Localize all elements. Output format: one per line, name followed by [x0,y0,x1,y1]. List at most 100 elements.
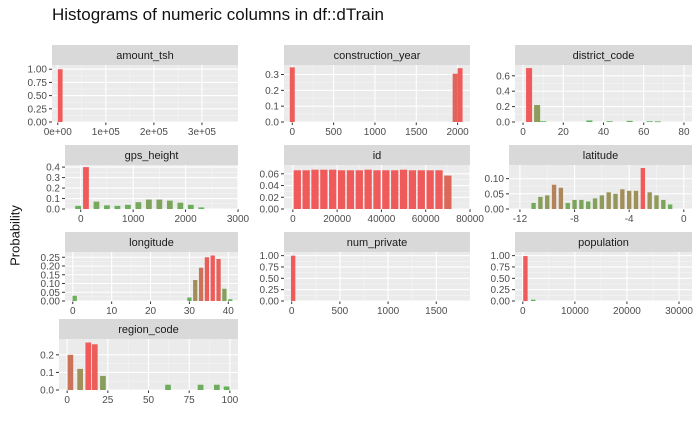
histogram-bar [210,255,215,301]
histogram-bar [417,170,425,209]
y-tick-label: 0.00 [28,118,48,129]
x-tick-label: 0 [520,127,526,138]
histogram-bar [452,73,458,122]
x-tick-label: 0 [520,306,526,317]
y-tick-label: 1.00 [28,65,48,76]
histogram-bar [77,368,84,390]
histogram-bar [540,121,547,123]
histogram-bar [667,204,673,209]
histogram-bar [382,170,390,209]
histogram-bar [444,175,452,209]
x-tick-label: 500 [325,127,342,138]
histogram-bar [216,259,221,301]
histogram-bar [626,190,632,209]
histogram-bar [91,344,98,390]
histogram-bar [534,105,541,122]
histogram-bar [545,195,550,209]
facet-strip [515,232,692,252]
panel-latitude: latitude -12 -8 -4 0 0.00 0.05 0.10 [485,145,692,225]
histogram-bar [592,198,598,209]
histogram-bar [198,207,205,209]
histogram-bar [93,201,100,209]
panel-longitude: longitude 0 10 20 30 40 0.000.050.100.150.200.… [41,232,238,317]
histogram-bar [67,354,74,390]
histogram-bar [586,120,593,122]
histogram-bar [177,202,184,209]
x-tick-label: 1000 [122,214,145,225]
histogram-bar [408,170,417,209]
y-tick-label: 0.0 [496,118,510,129]
x-tick-label: 20000 [613,306,641,317]
x-tick-label: 3000 [227,214,250,225]
x-tick-label: 0 [64,395,70,406]
y-tick-label: 0.10 [485,174,505,185]
panel-background [284,65,470,122]
panel-district_code: district_code 0 20 40 60 80 0.0 0.2 0.4 0.6 [496,45,692,138]
histogram-bar [551,184,557,209]
x-tick-label: 0 [681,214,687,225]
facet-strip-label: id [373,150,382,162]
x-tick-label: 10 [106,306,118,317]
panel-background [284,252,470,301]
panel-background [515,252,692,301]
histogram-bar [156,199,163,209]
histogram-bar [166,200,173,209]
histogram-bar [228,299,233,301]
x-tick-label: 1000 [377,306,400,317]
y-tick-label: 0.25 [491,285,511,296]
histogram-bar [640,168,646,209]
x-tick-label: -4 [625,214,634,225]
histogram-bar [193,280,198,301]
y-tick-label: 1.00 [260,251,280,262]
x-tick-label: 30000 [665,306,693,317]
histogram-bar [435,170,443,209]
histogram-bar [647,192,652,209]
y-tick-label: 0.10 [41,279,61,290]
facet-strip-label: region_code [118,324,179,336]
x-tick-label: 1e+05 [92,127,121,138]
y-tick-label: 0.75 [491,262,511,273]
histogram-bar [293,170,301,209]
facet-strip [65,232,238,252]
y-tick-label: 0.15 [41,270,61,281]
histogram-bar [197,384,204,390]
y-tick-label: 0.75 [28,78,48,89]
histogram-bar [329,169,337,209]
y-tick-label: 0.1 [40,368,54,379]
histogram-bar [320,169,328,209]
x-tick-label: 10000 [561,306,589,317]
y-tick-label: 0.2 [46,184,60,195]
histogram-bar [399,169,408,209]
facet-strip-label: gps_height [125,150,179,162]
y-tick-label: 0.2 [496,102,510,113]
x-tick-label: 75 [184,395,196,406]
facet-strip [284,232,470,252]
histogram-bar [311,169,319,209]
histogram-bar [346,170,355,209]
histogram-bar [586,201,591,209]
chart-title: Histograms of numeric columns in df::dTr… [52,5,384,24]
y-tick-label: 0.3 [46,173,60,184]
histogram-bar [302,170,310,209]
x-tick-label: 2000 [446,127,469,138]
histogram-bar [355,170,363,209]
y-tick-label: 0.75 [260,262,280,273]
facet-strip [284,45,470,65]
y-tick-label: 0.25 [260,285,280,296]
histogram-bar [165,384,171,390]
histogram-bar [83,167,89,209]
y-tick-label: 0.1 [46,194,60,205]
facet-strip [515,45,692,65]
histogram-bar [426,170,434,209]
histogram-bar [135,202,142,209]
x-tick-label: 1500 [405,127,428,138]
histogram-bar [289,67,295,122]
x-tick-label: 0 [78,214,84,225]
y-tick-label: 0.00 [491,297,511,308]
facet-strip-label: amount_tsh [116,50,173,62]
histogram-bar [204,257,210,301]
y-tick-label: 0.0 [265,118,279,129]
y-tick-label: 0.25 [28,104,48,115]
panel-id: id 0 20000 40000 60000 80000 0.000.020.040.06 [260,145,484,225]
histogram-bar [526,68,533,122]
